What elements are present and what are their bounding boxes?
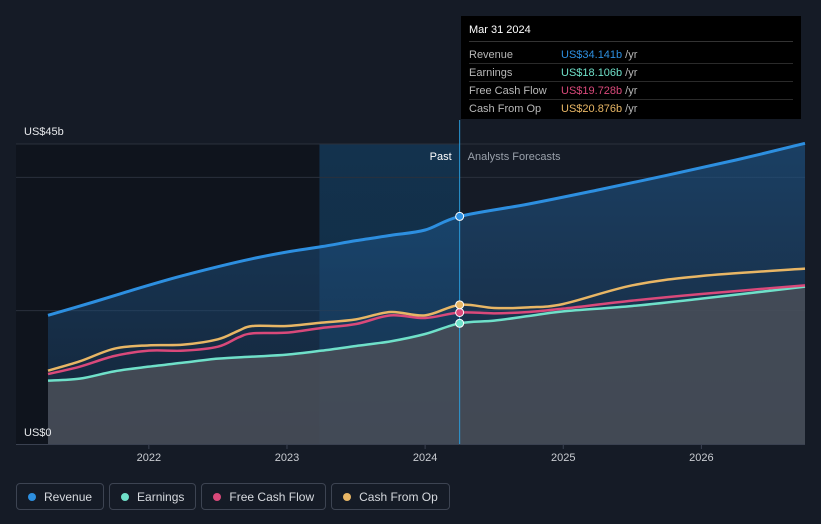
tooltip-label: Free Cash Flow (469, 84, 547, 97)
legend-dot-icon (213, 492, 222, 501)
earnings-marker[interactable] (455, 318, 465, 328)
tooltip-value: US$20.876b (561, 102, 623, 115)
tooltip-value: US$18.106b (561, 66, 623, 79)
earnings-line (47, 285, 806, 382)
legend-label: Earnings (137, 489, 185, 504)
financial-chart: 2022 2023 2024 2025 2026 US$45b US$0 Past An… (16, 120, 806, 464)
x-tick-label: 2026 (689, 452, 713, 464)
tooltip-unit: /yr (625, 102, 638, 115)
x-tick-label: 2024 (413, 452, 437, 464)
legend-item-cash-from-op[interactable]: Cash From Op (331, 483, 450, 510)
tooltip-date: Mar 31 2024 (469, 24, 793, 42)
legend-label: Revenue (44, 489, 93, 504)
legend-item-revenue[interactable]: Revenue (16, 483, 105, 510)
tooltip-label: Cash From Op (469, 102, 542, 115)
tooltip-label: Earnings (469, 66, 513, 79)
free-cash-flow-line (47, 284, 806, 376)
legend: Revenue Earnings Free Cash Flow Cash Fro… (16, 483, 450, 510)
legend-dot-icon (343, 492, 352, 501)
y-axis-bottom-label: US$0 (24, 427, 52, 439)
x-tick-label: 2022 (137, 452, 161, 464)
tooltip-label: Revenue (469, 48, 514, 61)
x-tick-label: 2023 (275, 452, 299, 464)
legend-label: Cash From Op (359, 489, 438, 504)
tooltip-value: US$34.141b (561, 48, 623, 61)
revenue-marker[interactable] (455, 211, 465, 221)
legend-label: Free Cash Flow (229, 489, 315, 504)
x-tick-label: 2025 (551, 452, 575, 464)
tooltip-row-earnings: Earnings US$18.106b /yr (469, 64, 793, 82)
legend-dot-icon (121, 492, 130, 501)
tooltip-unit: /yr (625, 84, 638, 97)
earnings-area (48, 286, 805, 444)
tooltip-unit: /yr (625, 66, 638, 79)
tooltip: Mar 31 2024 Revenue US$34.141b /yr Earni… (461, 16, 801, 119)
legend-dot-icon (28, 492, 36, 501)
cash-from-op-line (47, 267, 806, 372)
free-cash-flow-marker[interactable] (455, 307, 465, 317)
tooltip-row-free-cash-flow: Free Cash Flow US$19.728b /yr (469, 82, 793, 100)
legend-item-free-cash-flow[interactable]: Free Cash Flow (201, 483, 327, 510)
tooltip-row-revenue: Revenue US$34.141b /yr (469, 46, 793, 64)
legend-item-earnings[interactable]: Earnings (109, 483, 197, 510)
cash-from-op-marker[interactable] (455, 300, 465, 310)
past-label: Past (430, 151, 452, 163)
tooltip-unit: /yr (625, 48, 638, 61)
forecast-label: Analysts Forecasts (468, 151, 561, 163)
tooltip-row-cash-from-op: Cash From Op US$20.876b /yr (469, 100, 793, 117)
revenue-line (47, 141, 806, 317)
y-axis-top-label: US$45b (24, 126, 64, 138)
tooltip-value: US$19.728b (561, 84, 623, 97)
